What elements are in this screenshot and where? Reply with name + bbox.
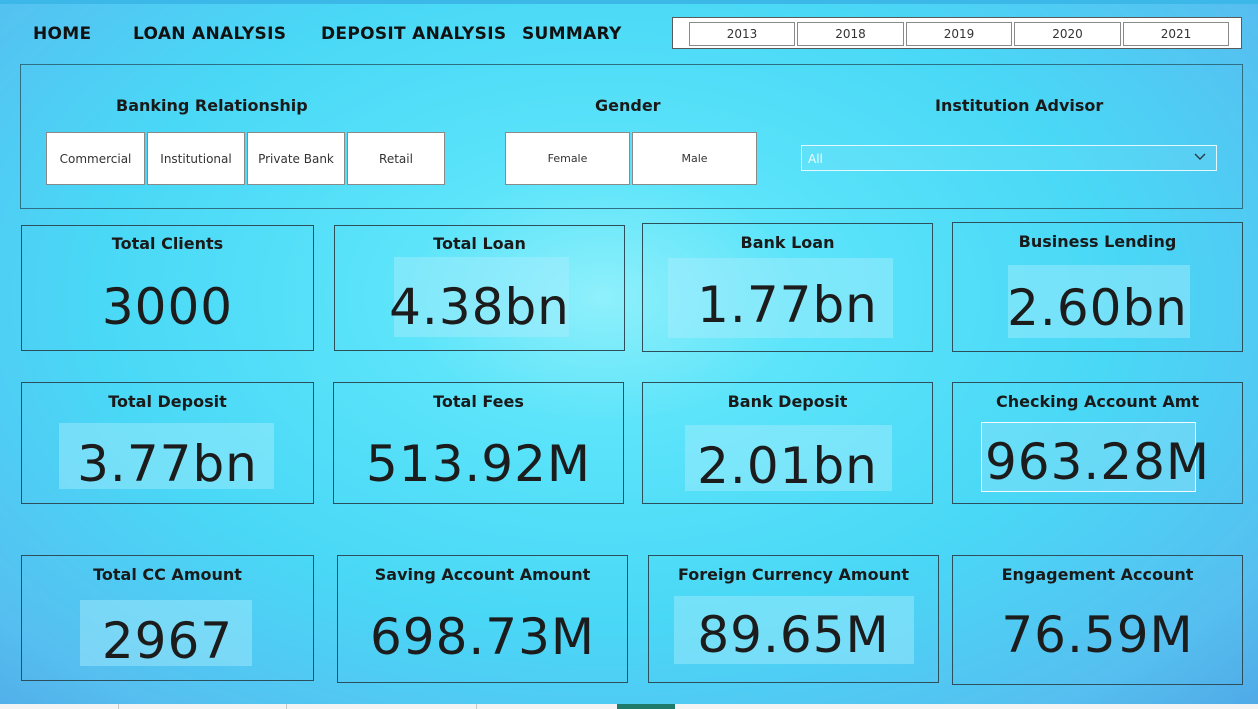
page-tab-divider <box>286 704 287 709</box>
institution-advisor-dropdown[interactable]: All <box>801 145 1217 171</box>
card-total-cc-amount: Total CC Amount 2967 <box>21 555 314 681</box>
card-highlight <box>674 596 914 664</box>
page-tab-divider <box>476 704 477 709</box>
card-label: Total Clients <box>111 234 224 253</box>
card-value: 2967 <box>101 612 234 670</box>
card-label: Saving Account Amount <box>374 565 591 584</box>
card-bank-loan: Bank Loan 1.77bn <box>642 223 933 352</box>
slicer-female[interactable]: Female <box>505 132 630 185</box>
card-label: Engagement Account <box>1001 565 1194 584</box>
card-saving-account-amount: Saving Account Amount 698.73M <box>337 555 628 683</box>
card-label: Checking Account Amt <box>995 392 1200 411</box>
card-label: Bank Deposit <box>727 392 848 411</box>
year-button-2013[interactable]: 2013 <box>689 22 795 46</box>
year-button-2021[interactable]: 2021 <box>1123 22 1229 46</box>
card-label: Total Loan <box>433 234 526 253</box>
nav-home[interactable]: HOME <box>33 24 92 44</box>
year-slicer: 2013 2018 2019 2020 2021 <box>672 17 1242 49</box>
card-total-clients: Total Clients 3000 <box>21 225 314 351</box>
card-highlight <box>668 258 893 338</box>
card-label: Total Fees <box>433 392 524 411</box>
year-button-2018[interactable]: 2018 <box>797 22 904 46</box>
card-highlight <box>1008 265 1190 338</box>
card-total-deposit: Total Deposit 3.77bn <box>21 382 314 504</box>
card-total-fees: Total Fees 513.92M <box>333 382 624 504</box>
card-highlight <box>80 600 252 666</box>
slicer-retail[interactable]: Retail <box>347 132 445 185</box>
card-value: 3000 <box>101 278 234 336</box>
card-highlight <box>394 257 569 337</box>
year-button-2020[interactable]: 2020 <box>1014 22 1121 46</box>
card-label: Total Deposit <box>108 392 227 411</box>
chevron-down-icon <box>1194 153 1206 160</box>
year-button-2019[interactable]: 2019 <box>906 22 1012 46</box>
card-label: Bank Loan <box>740 233 835 252</box>
card-highlight <box>685 425 892 491</box>
card-total-loan: Total Loan 4.38bn <box>334 225 625 351</box>
card-value: 963.28M <box>984 433 1211 491</box>
nav-loan-analysis[interactable]: LOAN ANALYSIS <box>133 24 287 44</box>
card-label: Total CC Amount <box>93 565 242 584</box>
card-value: 1.77bn <box>697 276 878 334</box>
slicer-male[interactable]: Male <box>632 132 757 185</box>
card-foreign-currency-amount: Foreign Currency Amount 89.65M <box>648 555 939 683</box>
slicer-commercial[interactable]: Commercial <box>46 132 145 185</box>
card-value: 89.65M <box>697 606 890 664</box>
banking-relationship-title: Banking Relationship <box>116 96 308 115</box>
active-page-tab[interactable] <box>617 704 675 709</box>
card-value: 76.59M <box>1001 606 1194 664</box>
nav-summary[interactable]: SUMMARY <box>522 24 622 44</box>
card-engagement-account: Engagement Account 76.59M <box>952 555 1243 685</box>
card-value: 4.38bn <box>389 278 570 336</box>
card-business-lending: Business Lending 2.60bn <box>952 222 1243 352</box>
institution-advisor-title: Institution Advisor <box>935 96 1104 115</box>
card-label: Foreign Currency Amount <box>677 565 910 584</box>
card-highlight <box>981 422 1196 492</box>
card-value: 2.60bn <box>1007 279 1188 337</box>
nav-deposit-analysis[interactable]: DEPOSIT ANALYSIS <box>321 24 507 44</box>
slicer-private-bank[interactable]: Private Bank <box>247 132 345 185</box>
card-checking-account-amt: Checking Account Amt 963.28M <box>952 382 1243 504</box>
slicer-institutional[interactable]: Institutional <box>147 132 245 185</box>
dropdown-selected-value: All <box>808 152 823 166</box>
filter-panel <box>20 64 1243 209</box>
card-value: 513.92M <box>365 435 592 493</box>
card-value: 2.01bn <box>697 437 878 495</box>
card-highlight <box>59 423 274 489</box>
card-bank-deposit: Bank Deposit 2.01bn <box>642 382 933 504</box>
page-tab-divider <box>118 704 119 709</box>
card-label: Business Lending <box>1018 232 1177 251</box>
gender-title: Gender <box>595 96 661 115</box>
top-strip <box>0 0 1258 4</box>
card-value: 698.73M <box>369 608 596 666</box>
card-value: 3.77bn <box>77 435 258 493</box>
